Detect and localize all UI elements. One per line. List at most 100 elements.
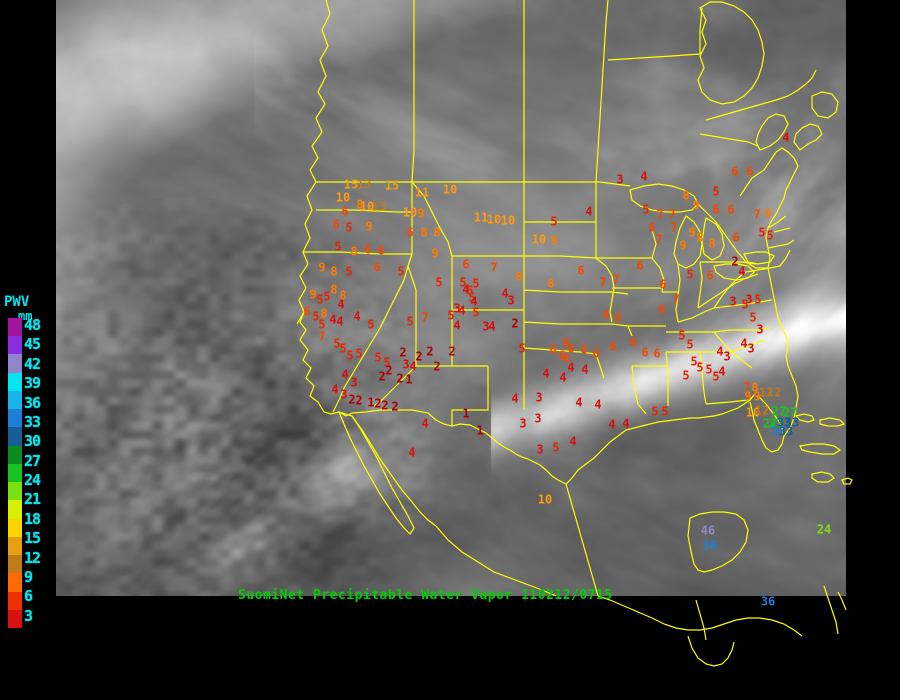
pwv-value-label: 5 — [758, 226, 765, 240]
colorbar-tick: 6 — [24, 587, 33, 606]
pwv-value-label: 9 — [688, 226, 695, 240]
pwv-value-label: 6 — [549, 343, 556, 357]
pwv-value-label: 5 — [686, 338, 693, 352]
pwv-value-label: 9 — [679, 239, 686, 253]
colorbar-swatch — [8, 354, 22, 373]
colorbar-swatch — [8, 318, 22, 337]
pwv-value-label: 5 — [682, 369, 689, 383]
pwv-value-label: 8 — [547, 277, 554, 291]
pwv-value-label: 2 — [399, 346, 406, 360]
pwv-value-label: 3 — [536, 443, 543, 457]
pwv-value-label: 2 — [415, 350, 422, 364]
boundary-path — [607, 53, 701, 61]
boundary-path — [799, 443, 842, 455]
colorbar-tick: 18 — [24, 509, 41, 528]
boundary-path — [523, 289, 596, 293]
pwv-value-label: 3 — [535, 391, 542, 405]
boundary-path — [303, 251, 412, 255]
pwv-value-label: 9 — [744, 390, 751, 404]
boundary-path — [697, 203, 768, 269]
pwv-value-label: 5 — [661, 405, 668, 419]
boundary-path — [596, 291, 629, 295]
pwv-value-label: 5 — [447, 309, 454, 323]
pwv-value-label: 6 — [592, 347, 599, 361]
pwv-value-label: 10 — [501, 214, 515, 228]
pwv-value-label: 6 — [364, 243, 371, 257]
pwv-value-label: 2 — [385, 364, 392, 378]
pwv-value-label: 6 — [602, 308, 609, 322]
pwv-value-label: 4 — [542, 367, 549, 381]
boundary-path — [565, 394, 755, 485]
boundary-path — [697, 273, 759, 309]
pwv-value-label: 8 — [696, 231, 703, 245]
boundary-path — [523, 347, 605, 379]
boundary-path — [700, 261, 757, 265]
pwv-value-label: 4 — [738, 265, 745, 279]
boundary-path — [316, 209, 412, 213]
boundary-path — [675, 263, 681, 323]
pwv-value-label: 5 — [766, 229, 773, 243]
boundary-path — [351, 409, 567, 485]
boundary-path — [705, 69, 817, 121]
boundary-path — [524, 255, 597, 259]
pwv-value-label: 3 — [350, 376, 357, 390]
pwv-value-label: 5 — [318, 318, 325, 332]
pwv-value-label: 3 — [729, 295, 736, 309]
pwv-value-label: 6 — [706, 269, 713, 283]
boundary-path — [699, 7, 703, 54]
pwv-value-label: 6 — [303, 305, 310, 319]
pwv-value-label: 3 — [745, 293, 752, 307]
pwv-value-label: 1 — [476, 424, 483, 438]
boundary-path — [687, 635, 735, 667]
pwv-value-label: 4 — [329, 313, 336, 327]
boundary-path — [651, 229, 657, 259]
colorbar-swatch — [8, 463, 22, 483]
pwv-value-label: 10 — [746, 406, 760, 420]
pwv-value-label: 5 — [468, 291, 475, 305]
pwv-value-label: 4 — [740, 337, 747, 351]
pwv-value-label: 27 — [772, 405, 786, 419]
pwv-value-label: 5 — [323, 290, 330, 304]
colorbar-tick: 36 — [24, 393, 41, 412]
boundary-path — [767, 215, 787, 229]
colorbar-swatch — [8, 336, 22, 355]
pwv-value-label: 4 — [608, 418, 615, 432]
pwv-value-label: 4 — [567, 361, 574, 375]
pwv-value-label: 5 — [383, 356, 390, 370]
pwv-value-label: 15 — [385, 179, 399, 193]
pwv-value-label: 4 — [341, 368, 348, 382]
boundary-path — [629, 183, 699, 213]
pwv-value-label: 4 — [501, 287, 508, 301]
colorbar-swatch — [8, 372, 22, 391]
boundary-path — [351, 415, 437, 527]
colorbar-swatch — [8, 500, 22, 519]
colorbar-swatch — [8, 482, 22, 501]
boundary-path — [697, 261, 703, 309]
boundary-path — [597, 595, 803, 637]
pwv-value-label: 2 — [448, 345, 455, 359]
boundary-path — [739, 147, 799, 197]
pwv-value-label: 10 — [443, 183, 457, 197]
pwv-value-label: 4 — [640, 170, 647, 184]
pwv-value-label: 4 — [331, 383, 338, 397]
pwv-value-label: 8 — [420, 226, 427, 240]
boundary-path — [596, 323, 633, 337]
pwv-value-label: 8 — [708, 237, 715, 251]
pwv-value-label: 27 — [763, 417, 777, 431]
pwv-value-label: 8 — [339, 289, 346, 303]
pwv-value-label: 8 — [515, 270, 522, 284]
pwv-value-label: 4 — [716, 345, 723, 359]
pwv-value-label: 3 — [756, 323, 763, 337]
pwv-value-label: 12 — [755, 404, 769, 418]
pwv-value-label: 4 — [575, 396, 582, 410]
pwv-value-label: 6 — [659, 278, 666, 292]
pwv-value-label: 2 — [426, 345, 433, 359]
pwv-value-label: 5 — [678, 329, 685, 343]
colorbar-tick: 3 — [24, 606, 33, 625]
pwv-value-label: 33 — [779, 425, 793, 439]
boundary-path — [713, 331, 753, 369]
legend-title: PWV — [4, 294, 30, 310]
boundary-path — [665, 351, 669, 406]
pwv-value-label: 5 — [712, 370, 719, 384]
pwv-value-label: 4 — [470, 295, 477, 309]
